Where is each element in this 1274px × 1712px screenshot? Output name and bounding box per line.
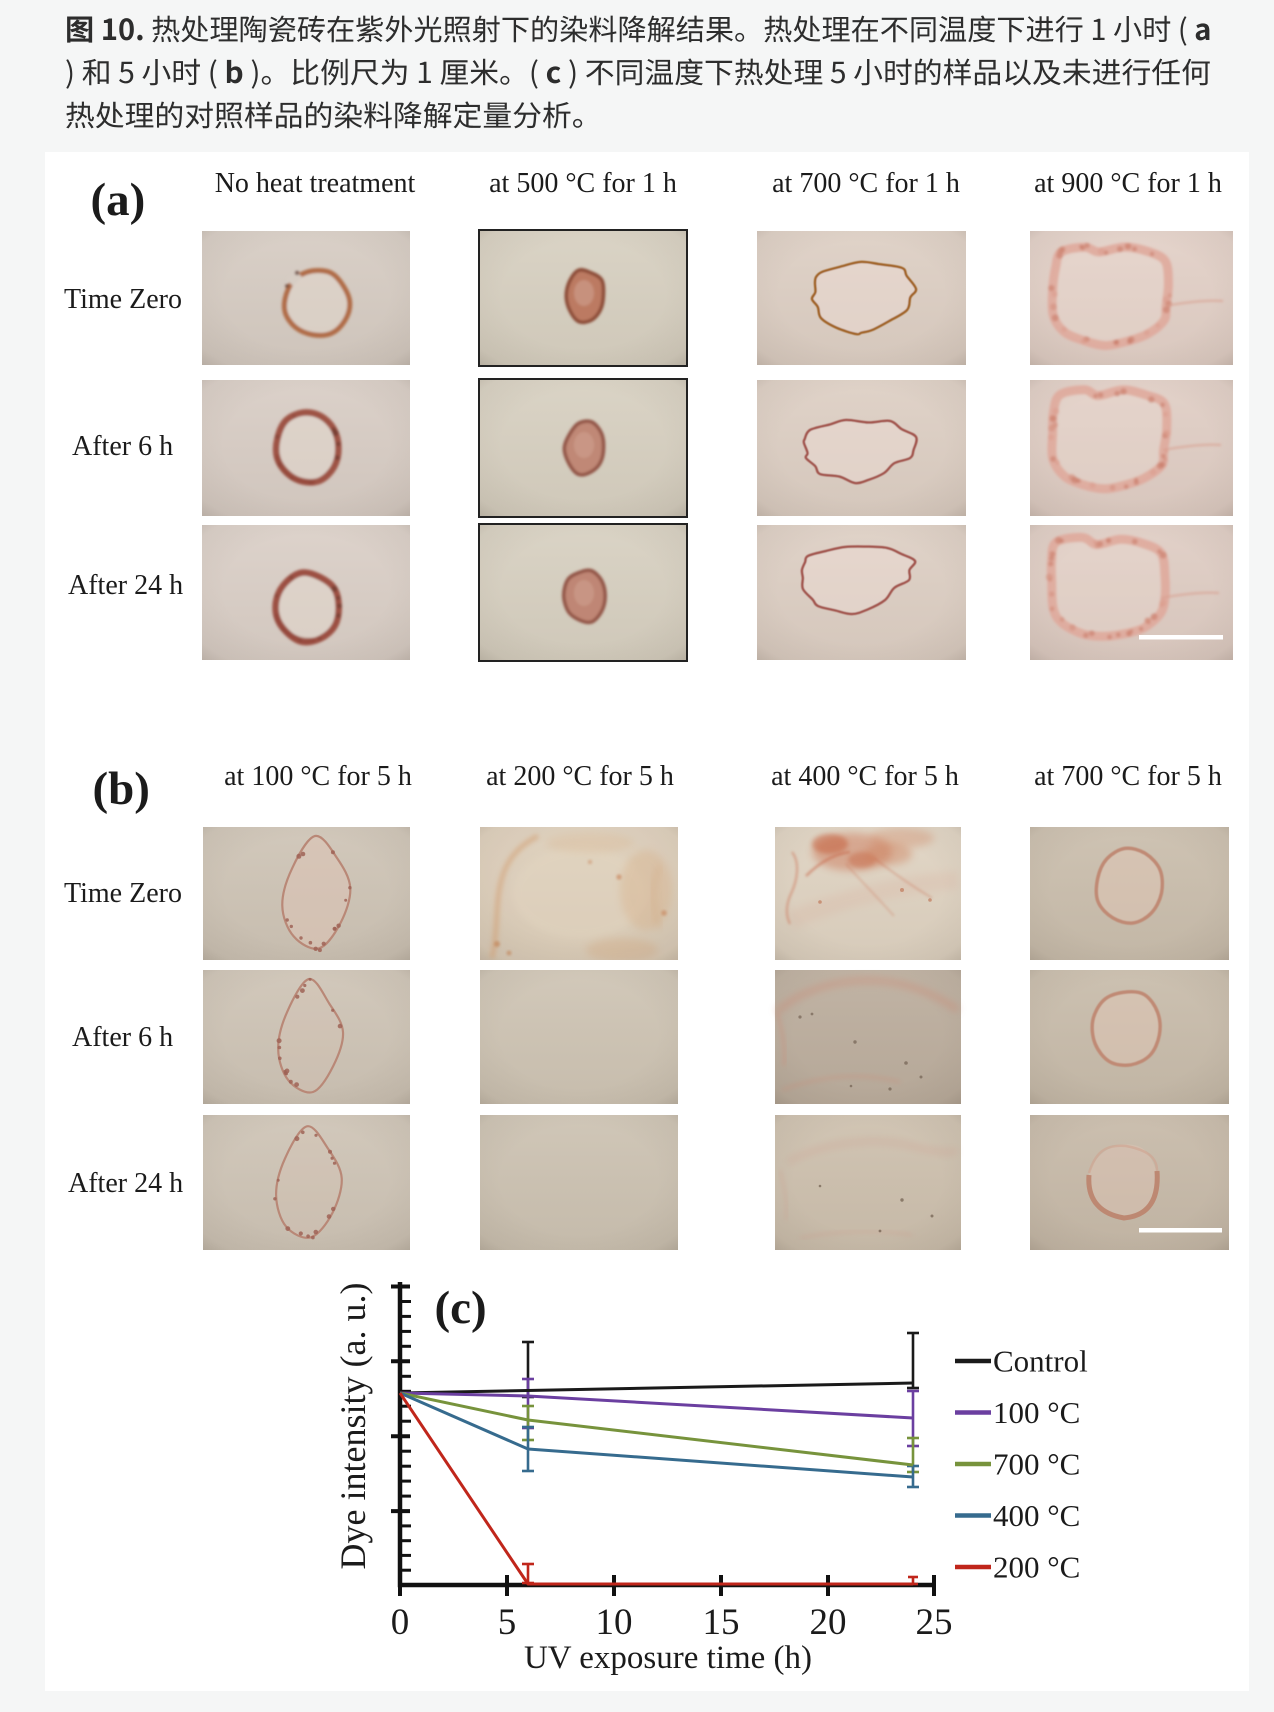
svg-text:0: 0 — [391, 1602, 410, 1643]
svg-text:(c): (c) — [435, 1282, 487, 1334]
svg-text:at 700 °C for 5 h: at 700 °C for 5 h — [1034, 761, 1222, 792]
svg-text:100 °C: 100 °C — [993, 1395, 1080, 1430]
svg-text:15: 15 — [703, 1602, 740, 1643]
svg-text:No heat treatment: No heat treatment — [215, 168, 416, 199]
svg-text:Control: Control — [993, 1344, 1088, 1379]
svg-text:Time Zero: Time Zero — [64, 284, 182, 315]
svg-text:400 °C: 400 °C — [993, 1498, 1080, 1533]
svg-text:UV exposure time (h): UV exposure time (h) — [524, 1640, 812, 1676]
svg-text:After 24 h: After 24 h — [68, 1168, 183, 1199]
svg-text:at 700 °C for 1 h: at 700 °C for 1 h — [772, 168, 960, 199]
svg-text:200 °C: 200 °C — [993, 1550, 1080, 1585]
svg-text:25: 25 — [916, 1602, 953, 1643]
svg-text:at 500 °C for 1 h: at 500 °C for 1 h — [489, 168, 677, 199]
svg-text:(b): (b) — [93, 763, 150, 815]
svg-text:20: 20 — [810, 1602, 847, 1643]
svg-text:After 6 h: After 6 h — [72, 1022, 173, 1053]
svg-text:at 400 °C for 5 h: at 400 °C for 5 h — [771, 761, 959, 792]
svg-text:Dye intensity (a. u.): Dye intensity (a. u.) — [333, 1283, 373, 1570]
svg-text:at 200 °C for 5 h: at 200 °C for 5 h — [486, 761, 674, 792]
svg-text:at 100 °C for 5 h: at 100 °C for 5 h — [224, 761, 412, 792]
svg-text:at 900 °C for 1 h: at 900 °C for 1 h — [1034, 168, 1222, 199]
svg-text:Time Zero: Time Zero — [64, 878, 182, 909]
svg-text:10: 10 — [596, 1602, 633, 1643]
svg-text:5: 5 — [498, 1602, 517, 1643]
svg-text:700 °C: 700 °C — [993, 1447, 1080, 1482]
svg-text:(a): (a) — [91, 174, 146, 226]
svg-text:After 6 h: After 6 h — [72, 431, 173, 462]
svg-text:After 24 h: After 24 h — [68, 570, 183, 601]
